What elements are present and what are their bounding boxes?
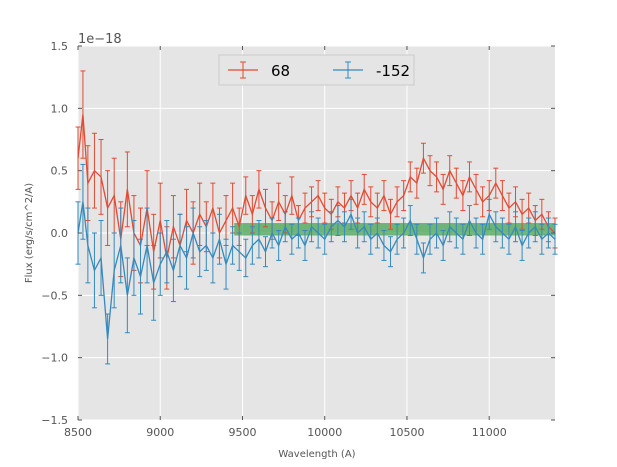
x-tick-label: 10000: [307, 426, 342, 439]
x-tick-label: 8500: [64, 426, 92, 439]
data-series: [75, 70, 558, 365]
band-region: [234, 223, 556, 236]
x-tick-label: 11000: [472, 426, 507, 439]
x-axis-label: Wavelength (A): [278, 449, 355, 460]
y-tick-label: −1.5: [41, 414, 68, 427]
y-tick-label: −0.5: [41, 289, 68, 302]
x-tick-label: 9000: [146, 426, 174, 439]
legend: 68 -152: [218, 54, 415, 86]
x-tick-label: 9500: [228, 426, 256, 439]
y-tick-label: 1.5: [51, 40, 69, 53]
series-1: [75, 163, 558, 365]
y-tick-label: 0.0: [51, 227, 69, 240]
series-line: [77, 114, 556, 259]
y-tick-label: 0.5: [51, 165, 69, 178]
legend-label: 68: [271, 62, 290, 80]
axis-ticks: 8500 9000 9500 10000 10500 11000 1.5 1.0 0.5 0.0 −…: [41, 40, 555, 439]
series-line: [77, 201, 556, 340]
green-band: [234, 223, 556, 236]
y-axis-label: Flux (erg/s/cm^2/A): [24, 183, 35, 283]
x-tick-label: 10500: [389, 426, 424, 439]
y-tick-label: −1.0: [41, 352, 68, 365]
y-tick-label: 1.0: [51, 102, 69, 115]
legend-label: -152: [376, 62, 410, 80]
y-offset-label: 1e−18: [78, 32, 122, 47]
